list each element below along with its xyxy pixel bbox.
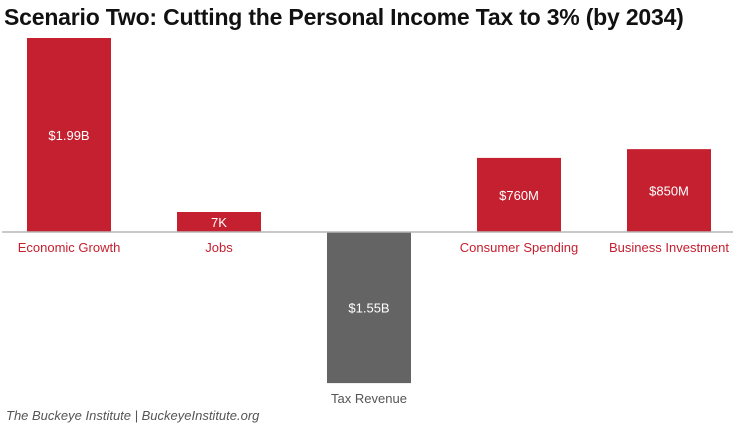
bar-jobs [177,212,261,232]
data-label: $850M [649,184,689,199]
data-label: $1.55B [348,301,389,316]
bar-business-investment [627,149,711,232]
bar-economic-growth [27,38,111,232]
bar-tax-revenue [327,232,411,384]
data-label: $1.99B [48,128,89,143]
category-label: Jobs [205,240,233,255]
category-label: Tax Revenue [331,391,407,406]
category-label: Consumer Spending [460,240,579,255]
chart-title: Scenario Two: Cutting the Personal Incom… [4,4,684,30]
source-footer: The Buckeye Institute | BuckeyeInstitute… [6,408,260,423]
category-label: Business Investment [609,240,729,255]
bar-consumer-spending [477,157,561,232]
data-label: 7K [211,215,227,230]
data-label: $760M [499,188,539,203]
category-label: Economic Growth [18,240,121,255]
